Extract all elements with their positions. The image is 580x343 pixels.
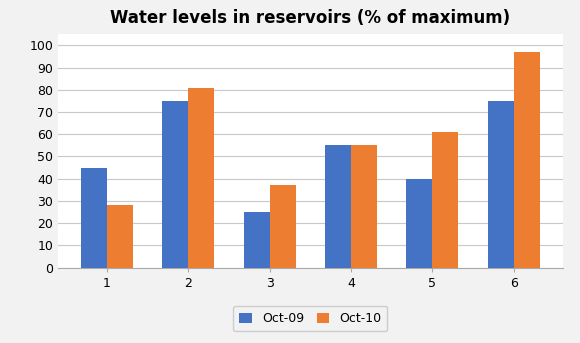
Bar bbox=[188, 87, 215, 268]
Bar bbox=[270, 185, 296, 268]
Title: Water levels in reservoirs (% of maximum): Water levels in reservoirs (% of maximum… bbox=[110, 9, 510, 27]
Legend: Oct-09, Oct-10: Oct-09, Oct-10 bbox=[233, 306, 387, 331]
Bar bbox=[432, 132, 458, 268]
Bar bbox=[514, 52, 539, 268]
Bar bbox=[107, 205, 133, 268]
Bar bbox=[81, 168, 107, 268]
Bar bbox=[488, 101, 514, 268]
Bar bbox=[351, 145, 377, 268]
Bar bbox=[244, 212, 270, 268]
Bar bbox=[406, 179, 432, 268]
Bar bbox=[162, 101, 188, 268]
Bar bbox=[325, 145, 351, 268]
